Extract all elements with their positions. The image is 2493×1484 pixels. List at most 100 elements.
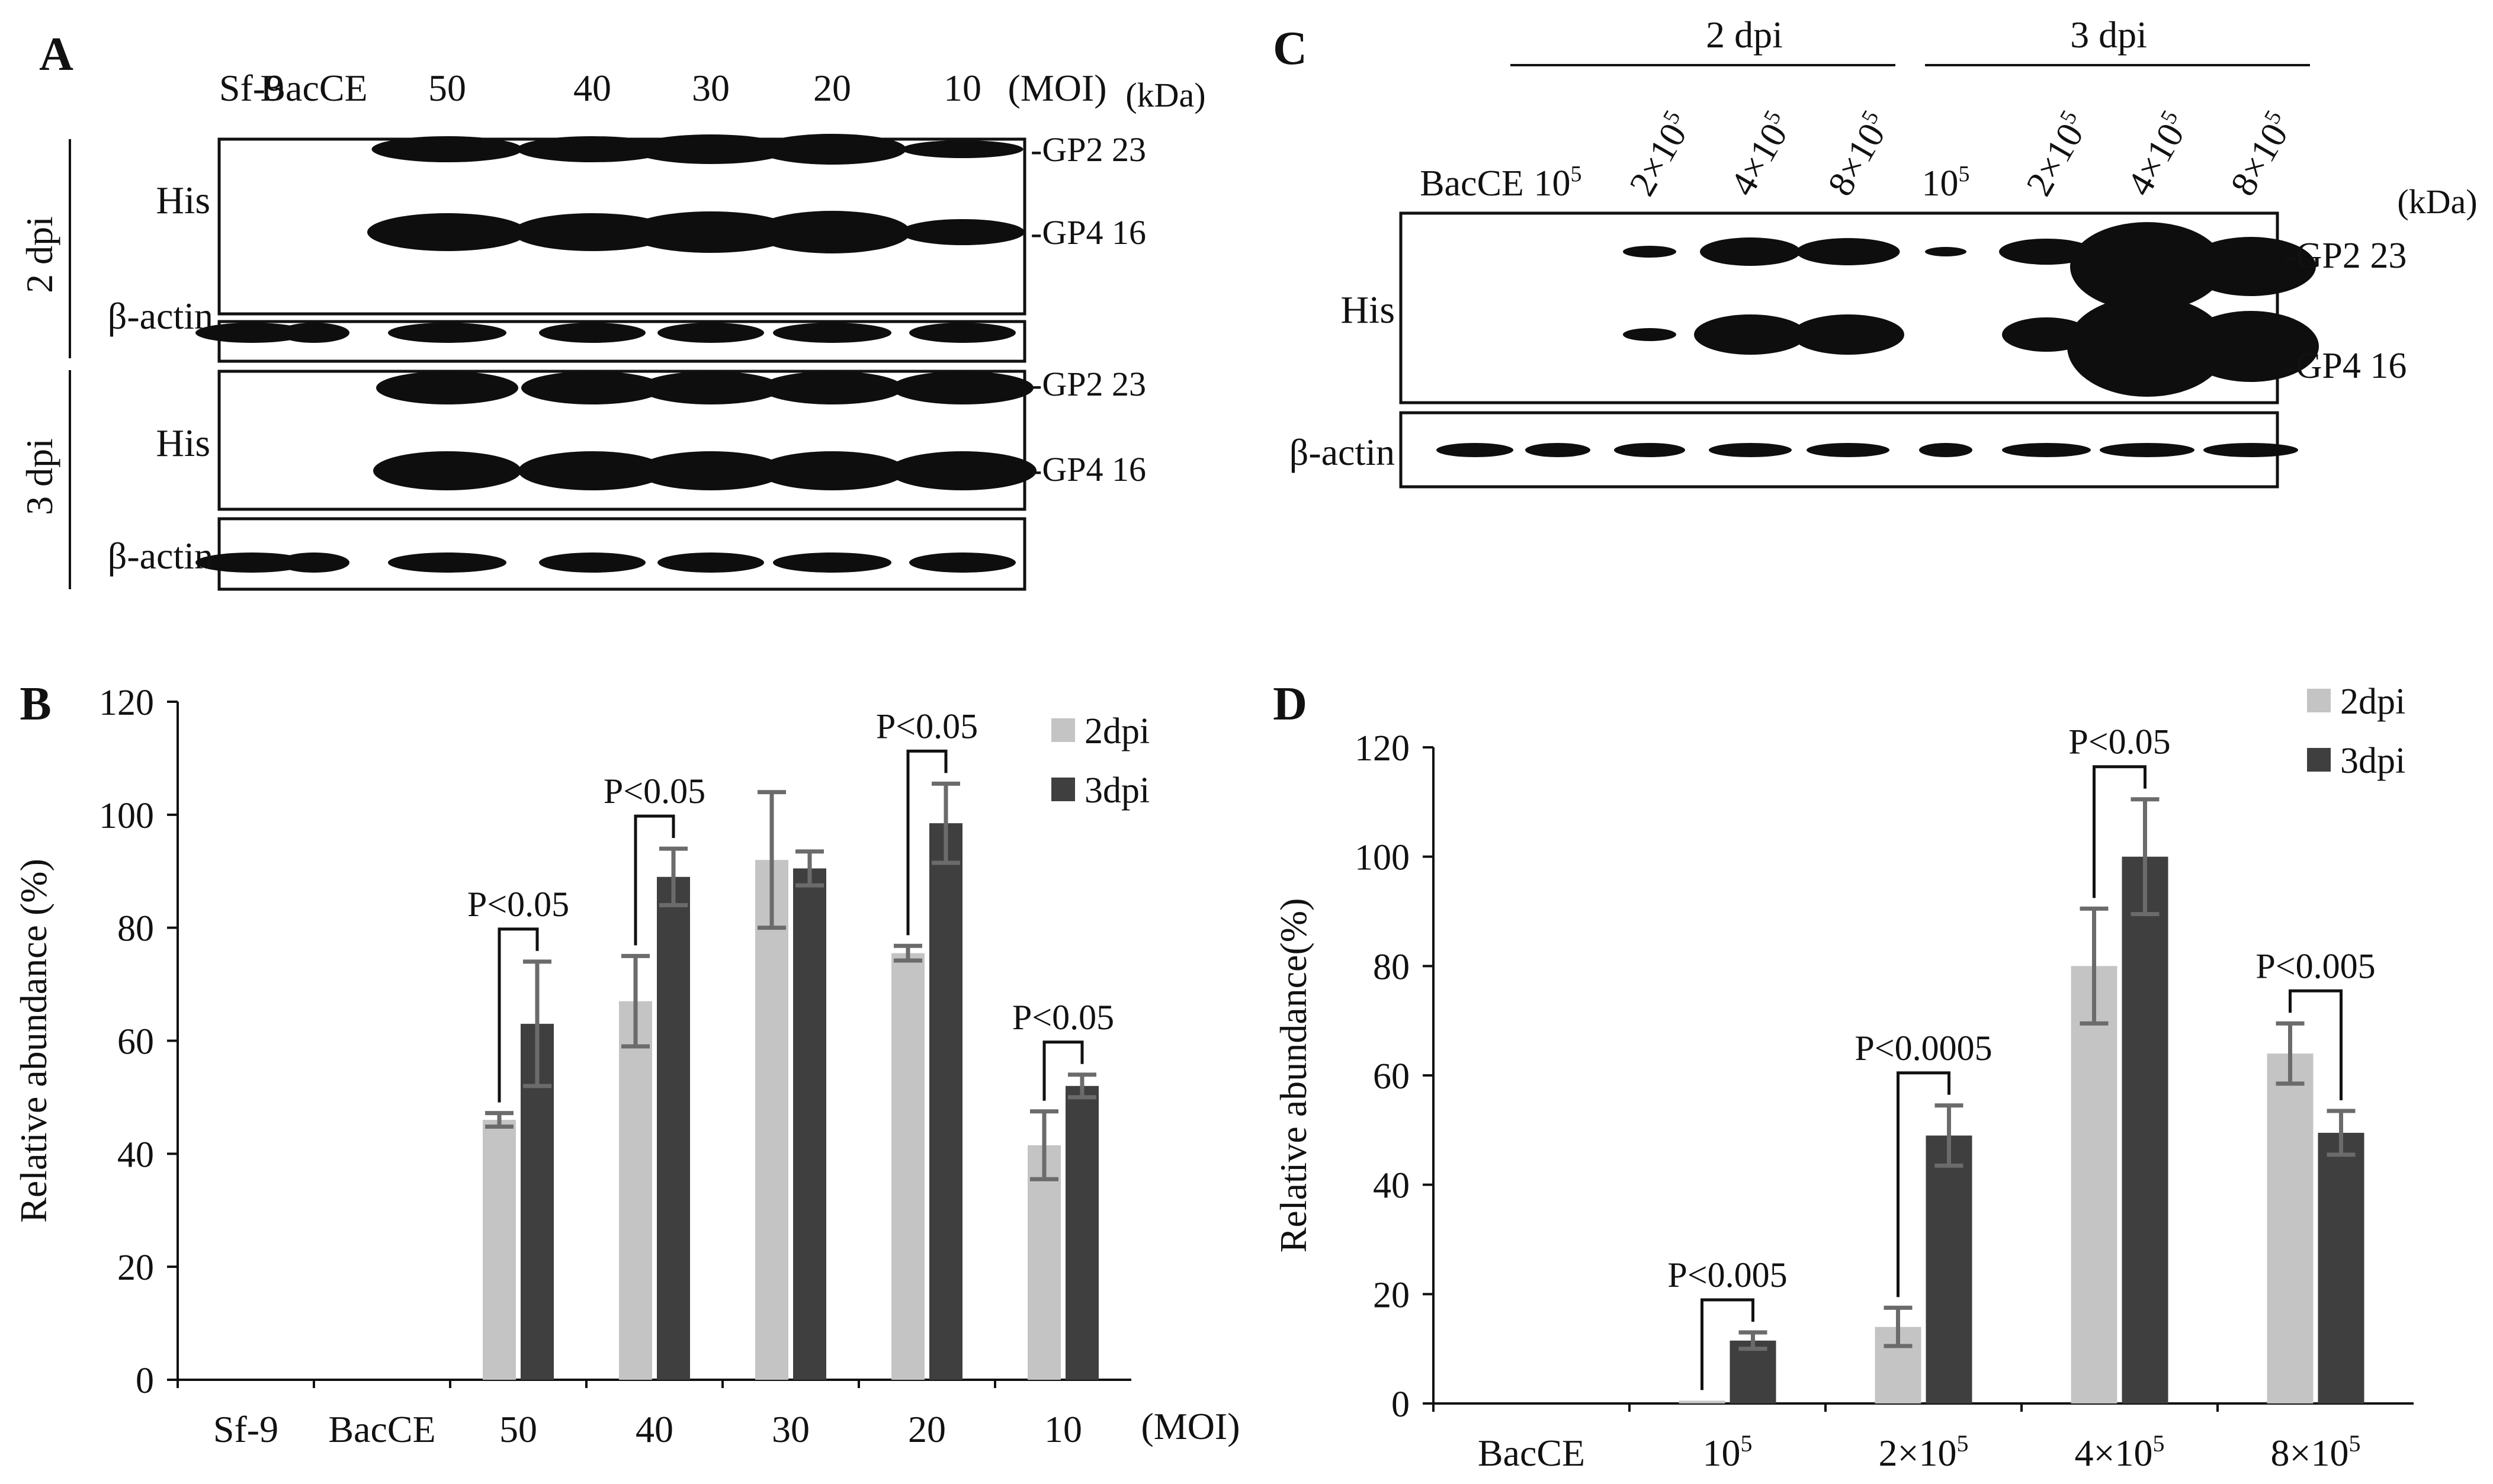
blot-c-his-band-gp4 — [1792, 314, 1904, 355]
blot-c-row-label: His — [1340, 288, 1395, 332]
blot-c-actin-band — [2002, 443, 2091, 457]
x-tick-label: 50 — [499, 1408, 537, 1450]
blot-c-actin-band — [1807, 443, 1889, 457]
panel-letter-d: D — [1273, 678, 1307, 730]
y-tick-label: 0 — [136, 1361, 154, 1401]
significance-bracket — [2289, 989, 2343, 1101]
p-value-annotation: P<0.05 — [604, 772, 705, 811]
significance-bracket — [2093, 765, 2147, 898]
x-tick-label: BacCE — [328, 1408, 435, 1450]
x-tick-label-superscript: 5 — [2349, 1430, 2361, 1457]
blot-c-lane-label: 105 — [1922, 162, 1970, 204]
blot-a-group-label: 2 dpi — [18, 216, 60, 293]
blot-c-his-band-gp4 — [1623, 328, 1676, 341]
blot-a-his-band-gp2 — [371, 136, 523, 162]
legend-label-2dpi: 2dpi — [1085, 711, 1150, 751]
blot-c-actin-band — [1525, 443, 1590, 457]
blot-c-his-band-gp2 — [1925, 247, 1966, 256]
y-tick-label: 40 — [117, 1135, 154, 1175]
panel-letter-c: C — [1273, 23, 1307, 75]
blot-a-lane-label: Sf-9 — [219, 67, 284, 109]
blot-c-actin-band — [1709, 443, 1792, 457]
blot-a-his-band-gp4 — [753, 211, 911, 253]
blot-a-marker: -GP2 23 — [1031, 130, 1146, 169]
blot-a-actin-band — [278, 323, 349, 343]
y-tick-label: 80 — [117, 909, 154, 949]
blot-a-marker: -GP2 23 — [1031, 365, 1146, 403]
panel-d-bar-chart: D 0 20 40 60 80 100 120 Relative abundance(%) Bac… — [1272, 678, 2414, 1474]
blot-c-his-band-gp2 — [1700, 237, 1801, 266]
y-tick-label: 120 — [1355, 728, 1410, 769]
blot-c-actin-band — [1436, 443, 1513, 457]
y-tick-label: 100 — [99, 796, 154, 836]
y-tick-label: 20 — [117, 1248, 154, 1288]
blot-a-row-label: His — [156, 179, 210, 222]
blot-c-his-band-gp2 — [1623, 246, 1676, 258]
blot-a-lane-label: 10 — [944, 67, 981, 109]
blot-a-actin-band — [195, 323, 308, 343]
x-tick-label: 20 — [908, 1408, 946, 1450]
blot-a-lane-label: 20 — [813, 67, 851, 109]
bar-3dpi — [1730, 1340, 1776, 1403]
y-tick-label: 60 — [1373, 1056, 1410, 1097]
p-value-annotation: P<0.0005 — [1854, 1029, 1992, 1068]
blot-a-actin-band — [388, 323, 506, 343]
blot-c-lane-label-superscript: 5 — [1658, 106, 1686, 128]
bar-2dpi — [2071, 966, 2117, 1403]
blot-c-lane-label-superscript: 5 — [2055, 106, 2083, 128]
blot-a-actin-band — [773, 323, 891, 343]
blot-c-lane-label: 4×105 — [2118, 106, 2198, 203]
blot-a-actin-band — [909, 553, 1016, 573]
blot-a-his-band-gp4 — [367, 213, 527, 251]
blot-c-his-band-gp2 — [1796, 238, 1900, 265]
blot-c-group-label: 3 dpi — [2070, 14, 2147, 56]
blot-a-marker: -GP4 16 — [1031, 450, 1146, 489]
x-unit-label: (MOI) — [1141, 1405, 1240, 1447]
panel-b-bar-chart: B 0 20 40 60 80 100 120 Relative abundance (%) Sf… — [12, 678, 1240, 1450]
blot-c-actin-band — [1614, 443, 1685, 457]
panel-letter-b: B — [20, 678, 51, 730]
x-tick-label: 105 — [1703, 1430, 1753, 1474]
blot-c-lane-label-superscript: 5 — [1571, 162, 1582, 187]
y-tick-label: 40 — [1373, 1166, 1410, 1206]
legend-swatch-2dpi — [1051, 718, 1075, 742]
x-tick-label-superscript: 5 — [1957, 1430, 1969, 1457]
x-tick-label: 40 — [636, 1408, 673, 1450]
blot-c-lane-label-superscript: 5 — [1759, 106, 1786, 128]
blot-a-lane-label: BacCE — [260, 67, 367, 109]
blot-a-row-label: β-actin — [108, 535, 213, 577]
blot-a-lane-label: 50 — [428, 67, 466, 109]
legend-swatch-3dpi — [2307, 748, 2331, 772]
blot-a-actin-band — [539, 323, 646, 343]
bar-3dpi — [1926, 1135, 1972, 1403]
blot-c-actin-band — [1919, 443, 1972, 457]
blot-c-lane-label: 2×105 — [1621, 106, 1700, 203]
blot-a-his-band-gp2 — [761, 371, 903, 404]
bar-3dpi — [657, 876, 690, 1380]
x-tick-label-superscript: 5 — [2153, 1430, 2165, 1457]
blot-a-lane-label: 40 — [573, 67, 611, 109]
p-value-annotation: P<0.005 — [2255, 946, 2375, 985]
blot-c-lane-label-superscript: 5 — [2156, 106, 2183, 128]
blot-a-his-band-gp4 — [626, 211, 795, 253]
y-axis-title: Relative abundance (%) — [12, 859, 54, 1223]
x-tick-label: 2×105 — [1878, 1430, 1968, 1474]
blot-c-lane-label: 2×105 — [2017, 106, 2097, 203]
blot-a-actin-band — [388, 553, 506, 573]
x-tick-label-superscript: 5 — [1741, 1430, 1753, 1457]
blot-a-his-band-gp2 — [516, 136, 668, 162]
blot-a-his-band-gp2 — [640, 371, 782, 404]
blot-c-lane-label-superscript: 5 — [2260, 106, 2287, 128]
legend-swatch-2dpi — [2307, 689, 2331, 712]
p-value-annotation: P<0.05 — [467, 885, 569, 924]
blot-c-row-label: β-actin — [1289, 431, 1395, 473]
blot-c-kda-label: (kDa) — [2397, 182, 2477, 221]
blot-a-his-band-gp4 — [518, 451, 666, 490]
significance-bracket — [1700, 1298, 1754, 1390]
legend-label-3dpi: 3dpi — [1085, 770, 1150, 811]
bar-3dpi — [2122, 856, 2168, 1403]
x-tick-label: BacCE — [1478, 1432, 1585, 1474]
blot-a-row-label: β-actin — [108, 295, 213, 337]
